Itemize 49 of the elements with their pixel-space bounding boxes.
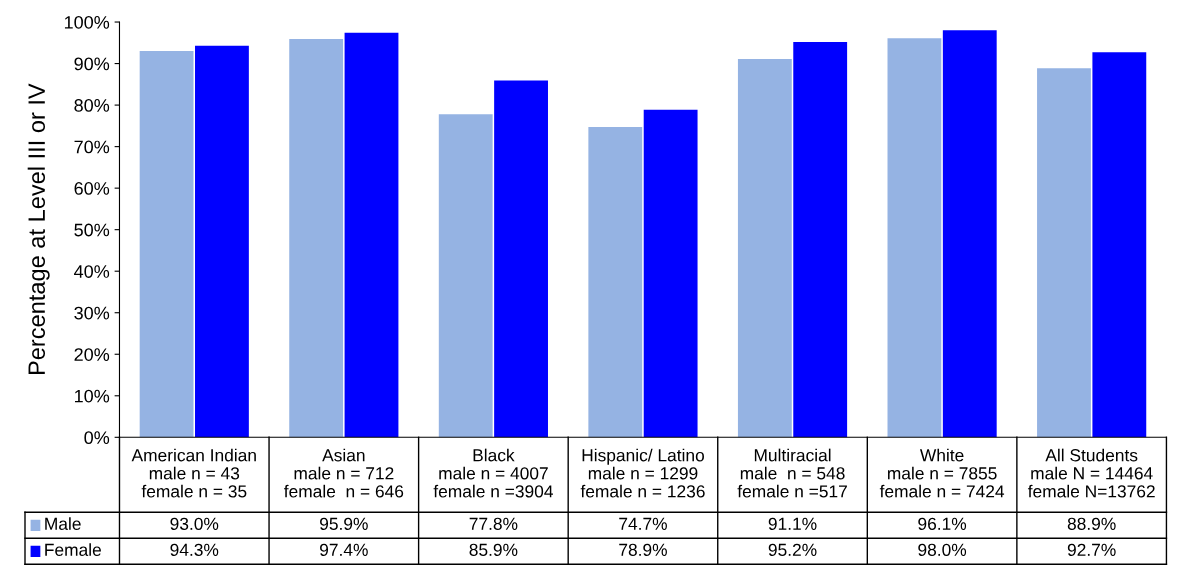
- data-label: 96.1%: [918, 517, 967, 530]
- bar: [195, 45, 249, 438]
- bar: [942, 30, 997, 438]
- bar: [1092, 52, 1147, 438]
- data-label: 91.1%: [768, 517, 817, 530]
- bar: [588, 127, 643, 438]
- x-tick-label: American Indian male n = 43 female n = 35: [131, 448, 256, 498]
- x-tick-label: White male n = 7855 female n = 7424: [879, 448, 1005, 498]
- x-tick-label: Black male n = 4007 female n =3904: [433, 448, 553, 498]
- y-tick-label: 80%: [74, 99, 110, 112]
- bar: [438, 114, 493, 438]
- legend-label: Female: [45, 543, 101, 556]
- bar: [793, 41, 848, 438]
- bar: [643, 109, 698, 438]
- y-tick-label: 30%: [74, 306, 110, 320]
- data-label: 88.9%: [1067, 517, 1116, 530]
- bar: [1037, 68, 1091, 438]
- data-label: 95.2%: [768, 543, 817, 556]
- x-tick-label: Multiracial male n = 548 female n =517: [737, 448, 847, 498]
- data-label: 78.9%: [619, 543, 667, 556]
- data-label: 98.0%: [918, 543, 967, 556]
- y-tick-label: 70%: [74, 140, 110, 154]
- legend-label: Male: [45, 517, 81, 530]
- bar: [494, 80, 548, 438]
- data-label: 92.7%: [1067, 543, 1116, 556]
- bar: [737, 58, 792, 438]
- data-label: 74.7%: [619, 517, 667, 530]
- data-label: 94.3%: [170, 543, 219, 556]
- bar: [139, 51, 194, 438]
- bar: [344, 32, 399, 438]
- bar: [887, 38, 942, 438]
- x-tick-label: Hispanic/ Latino male n = 1299 female n = 1236: [580, 448, 705, 498]
- y-tick-label: 20%: [74, 348, 110, 361]
- bar: [289, 39, 344, 438]
- data-label: 95.9%: [320, 517, 368, 530]
- data-label: 97.4%: [320, 543, 368, 556]
- data-label: 85.9%: [469, 543, 518, 556]
- x-tick-label: All Students male N = 14464 female N=13762: [1027, 448, 1155, 498]
- data-label: 77.8%: [469, 517, 518, 530]
- y-tick-label: 60%: [74, 182, 110, 195]
- x-tick-label: Asian male n = 712 female n = 646: [284, 448, 404, 498]
- y-tick-label: 0%: [84, 431, 110, 445]
- y-tick-label: 100%: [64, 15, 110, 29]
- y-tick-label: 50%: [74, 223, 110, 237]
- data-label: 93.0%: [170, 517, 219, 530]
- y-tick-label: 10%: [75, 389, 110, 403]
- y-tick-label: 90%: [74, 57, 110, 71]
- y-tick-label: 40%: [74, 265, 110, 278]
- y-axis-title: Percentage at Level III or IV: [27, 83, 50, 375]
